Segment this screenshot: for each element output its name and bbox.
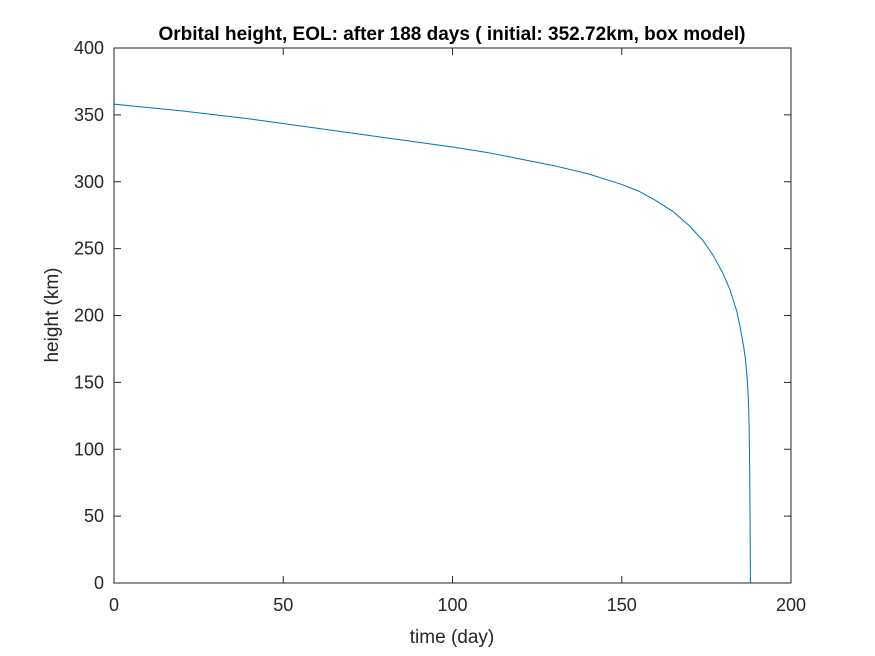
x-tick-label: 50: [273, 595, 293, 615]
data-series: [113, 103, 751, 583]
x-tick-label: 200: [776, 595, 806, 615]
x-tick-label: 0: [109, 595, 119, 615]
y-tick-label: 200: [74, 306, 104, 326]
y-axis-label: height (km): [42, 267, 63, 362]
x-tick-label: 100: [437, 595, 467, 615]
y-tick-label: 400: [74, 38, 104, 58]
y-tick-label: 100: [74, 439, 104, 459]
y-tick-label: 250: [74, 239, 104, 259]
y-tick-label: 0: [94, 573, 104, 593]
y-tick-label: 350: [74, 105, 104, 125]
tick-labels: 0 50 100 150 200 0 50 100 150 200 250 300 350 400: [74, 38, 806, 615]
series-line: [113, 103, 751, 583]
x-tick-label: 150: [607, 595, 637, 615]
chart-title: Orbital height, EOL: after 188 days ( in…: [158, 24, 745, 45]
y-tick-label: 50: [84, 506, 104, 526]
y-tick-label: 300: [74, 172, 104, 192]
x-axis-label: time (day): [410, 627, 494, 648]
y-tick-label: 150: [74, 372, 104, 392]
axes-box: [113, 47, 792, 584]
plot-area-background: [114, 48, 791, 583]
